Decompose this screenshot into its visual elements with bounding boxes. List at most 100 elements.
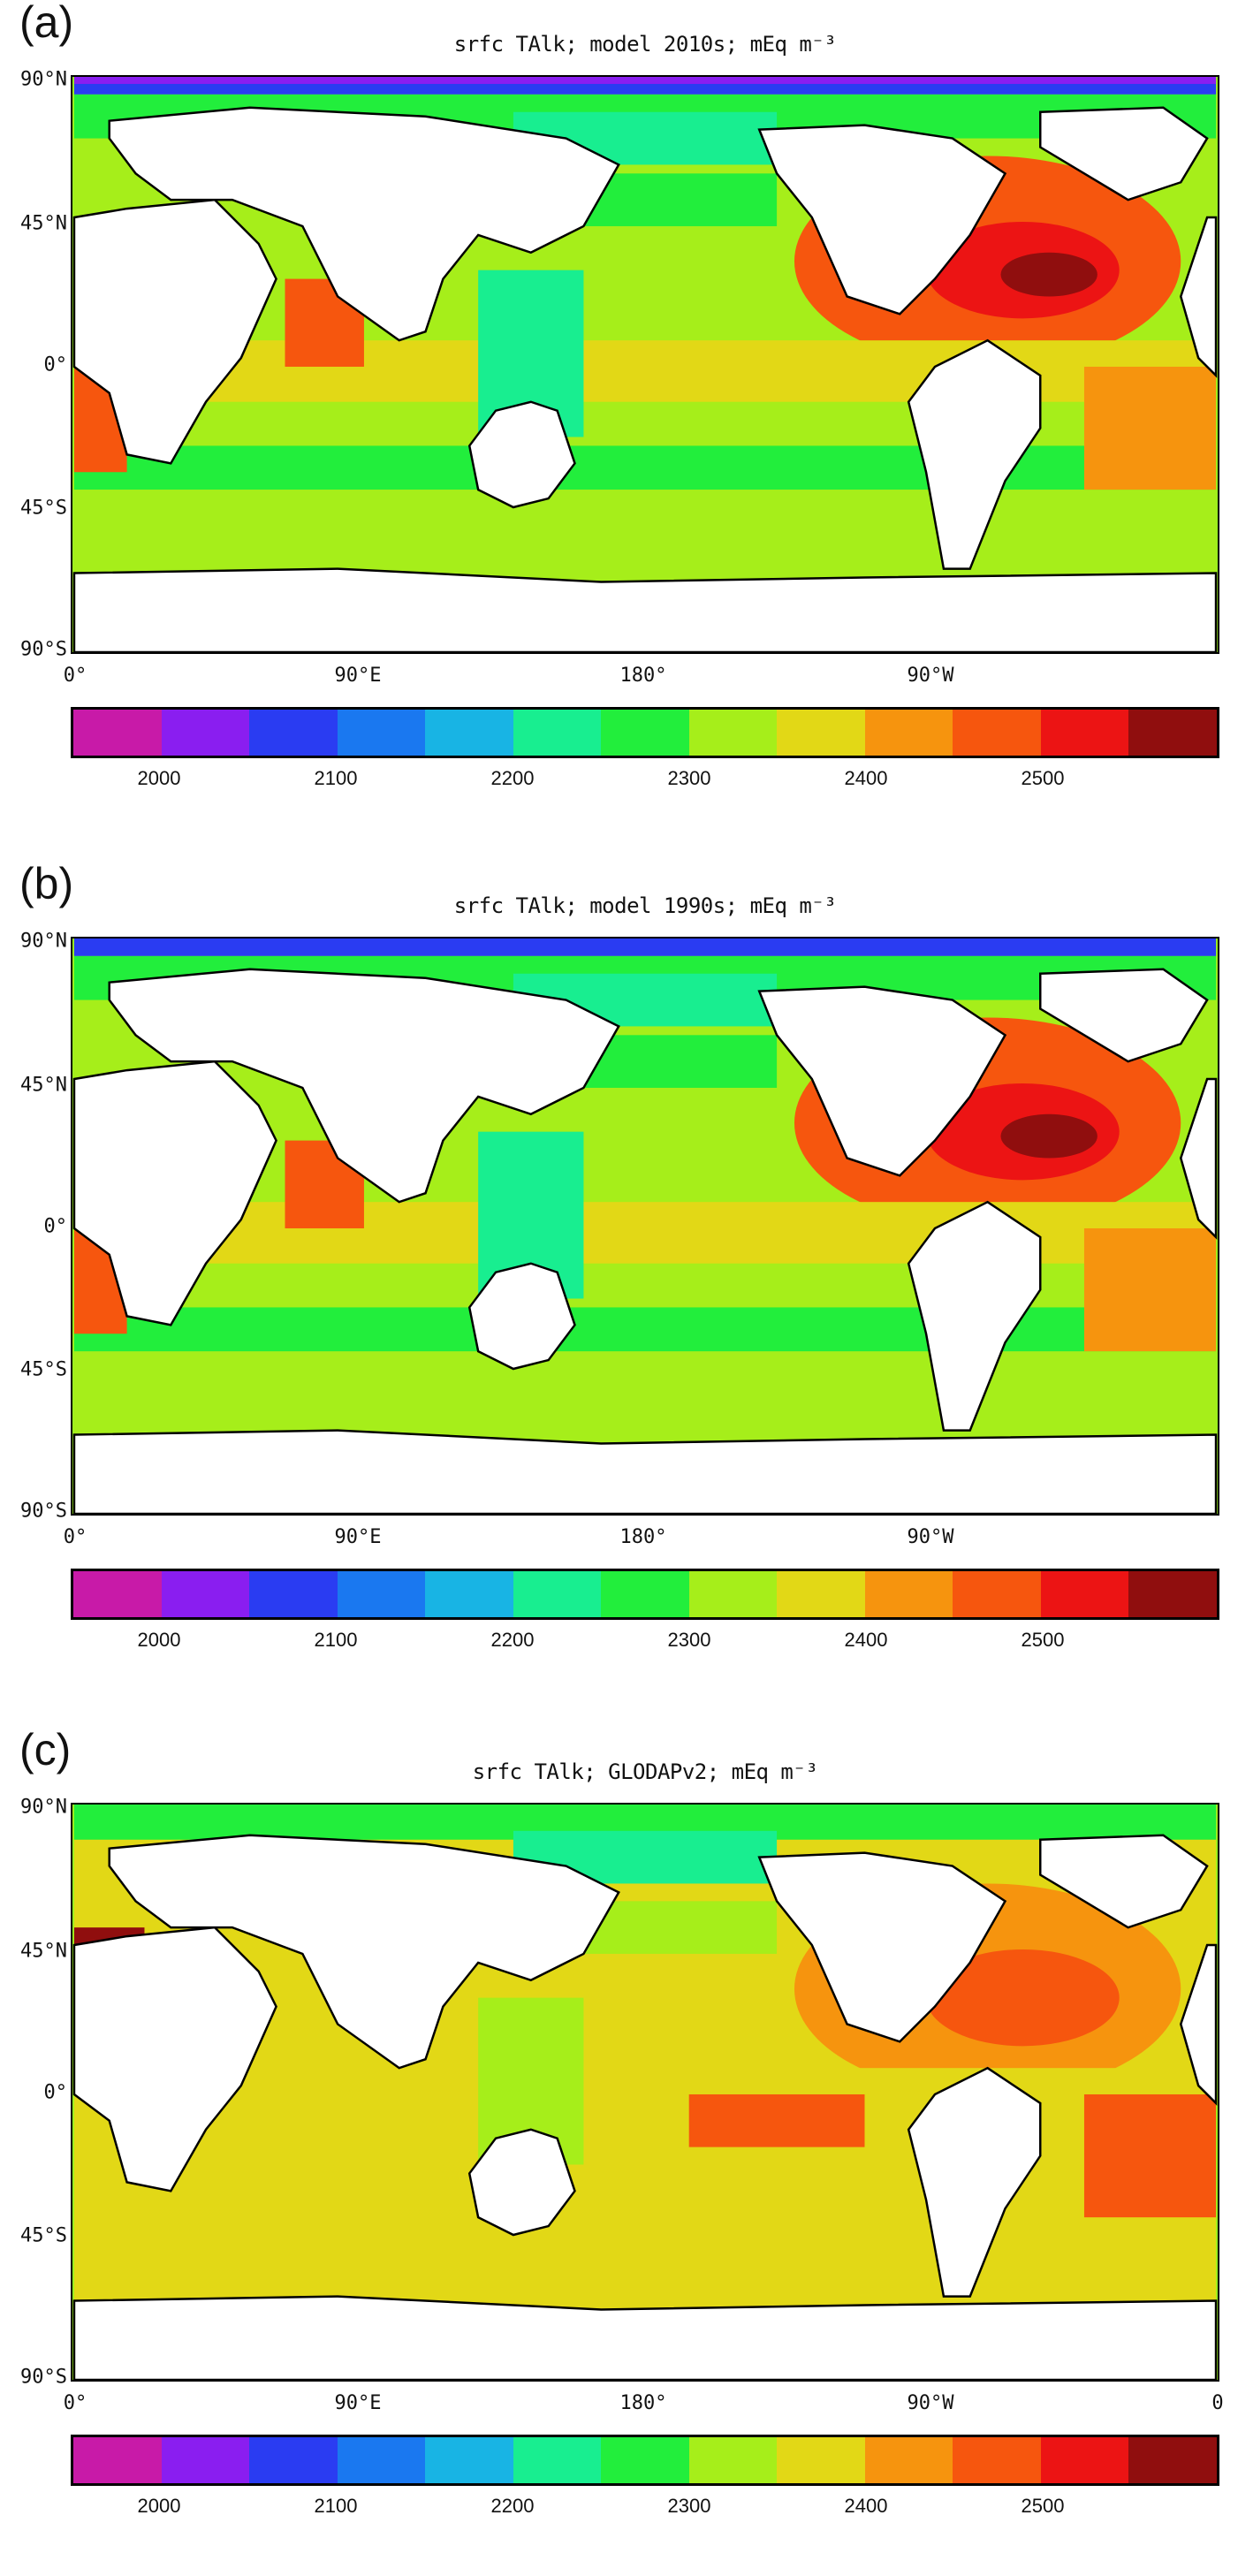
lon-tick: 180° [619, 665, 667, 687]
colorbar [71, 1569, 1219, 1620]
colorbar-tick: 2000 [137, 1629, 181, 1651]
panel-label: (b) [19, 859, 74, 908]
colorbar-tick: 2400 [844, 2495, 888, 2517]
colorbar-segment [425, 2437, 513, 2483]
lat-tick: 45°N [20, 1940, 67, 1963]
lat-tick: 0° [43, 2081, 68, 2104]
colorbar-segment [337, 2437, 426, 2483]
colorbar-segment [688, 710, 778, 756]
colorbar-segment [601, 1571, 689, 1617]
colorbar-segment [864, 710, 953, 756]
lat-tick: 90°N [20, 68, 67, 91]
colorbar-segment [953, 1571, 1041, 1617]
lat-tick: 90°N [20, 1796, 67, 1819]
lat-tick: 45°N [20, 212, 67, 235]
lon-tick: 0° [63, 665, 87, 687]
panel-b: (b) srfc TAlk; model 1990s; mEq m⁻³ [0, 862, 1238, 1710]
lat-tick: 0° [43, 1215, 68, 1238]
colorbar-segment [1040, 2437, 1129, 2483]
map-title: srfc TAlk; model 2010s; mEq m⁻³ [453, 32, 837, 57]
colorbar-segment [601, 2437, 689, 2483]
colorbar-tick: 2400 [844, 1629, 888, 1651]
colorbar-tick: 2200 [490, 2495, 535, 2517]
colorbar-segment [864, 2437, 953, 2483]
lat-tick: 45°N [20, 1074, 67, 1097]
lon-tick: 90°E [334, 2392, 382, 2414]
colorbar-segment [601, 710, 689, 756]
colorbar-tick: 2000 [137, 2495, 181, 2517]
map-svg [72, 1805, 1218, 2380]
colorbar-segment [513, 1571, 602, 1617]
panel-a: (a) srfc TAlk; model 2010s; mEq m⁻³ [0, 0, 1238, 848]
global-map [71, 937, 1219, 1516]
colorbar-tick: 2500 [1021, 2495, 1065, 2517]
colorbar-segment [161, 2437, 250, 2483]
map-svg [72, 938, 1218, 1514]
colorbar-segment [1128, 710, 1217, 756]
global-map [71, 75, 1219, 654]
lat-tick: 45°S [20, 497, 67, 520]
colorbar-tick: 2400 [844, 767, 888, 789]
colorbar [71, 707, 1219, 758]
colorbar-tick: 2100 [314, 767, 358, 789]
lon-tick: 0° [63, 2392, 87, 2414]
colorbar-segment [161, 710, 250, 756]
lon-tick: 0° [63, 1526, 87, 1548]
colorbar-tick: 2500 [1021, 767, 1065, 789]
colorbar-segment [337, 710, 426, 756]
lat-tick: 90°S [20, 638, 67, 661]
lon-tick: 90°W [907, 665, 954, 687]
colorbar-segment [864, 1571, 953, 1617]
lat-tick: 90°S [20, 1500, 67, 1523]
colorbar-segment [73, 710, 162, 756]
colorbar-segment [513, 710, 602, 756]
colorbar-segment [953, 710, 1041, 756]
lat-tick: 45°S [20, 2224, 67, 2247]
colorbar-tick: 2200 [490, 767, 535, 789]
colorbar-segment [425, 710, 513, 756]
colorbar-segment [777, 710, 865, 756]
colorbar-tick: 2300 [667, 1629, 711, 1651]
map-title: srfc TAlk; GLODAPv2; mEq m⁻³ [472, 1759, 818, 1784]
lat-tick: 0° [43, 353, 68, 376]
panel-c: (c) srfc TAlk; GLODAPv2; mEq m⁻³ [0, 1728, 1238, 2576]
lon-tick-end: 0 [1211, 2392, 1224, 2414]
lat-tick: 45°S [20, 1358, 67, 1381]
lon-tick: 180° [619, 1526, 667, 1548]
colorbar-segment [249, 2437, 338, 2483]
colorbar-segment [688, 2437, 778, 2483]
colorbar-segment [513, 2437, 602, 2483]
colorbar-segment [249, 710, 338, 756]
colorbar-tick: 2000 [137, 767, 181, 789]
colorbar-tick: 2200 [490, 1629, 535, 1651]
colorbar-segment [777, 1571, 865, 1617]
colorbar-segment [1128, 1571, 1217, 1617]
panel-label: (c) [19, 1725, 72, 1774]
colorbar-segment [1040, 1571, 1129, 1617]
global-map [71, 1803, 1219, 2382]
colorbar-tick: 2500 [1021, 1629, 1065, 1651]
colorbar-segment [1128, 2437, 1217, 2483]
colorbar-segment [249, 1571, 338, 1617]
lon-tick: 90°E [334, 1526, 382, 1548]
colorbar-tick: 2100 [314, 1629, 358, 1651]
lon-tick: 90°W [907, 1526, 954, 1548]
colorbar-segment [953, 2437, 1041, 2483]
colorbar-segment [161, 1571, 250, 1617]
colorbar-segment [337, 1571, 426, 1617]
colorbar-segment [73, 1571, 162, 1617]
colorbar-segment [73, 2437, 162, 2483]
colorbar-segment [777, 2437, 865, 2483]
colorbar-tick: 2300 [667, 767, 711, 789]
map-svg [72, 77, 1218, 652]
colorbar [71, 2435, 1219, 2486]
colorbar-segment [1040, 710, 1129, 756]
colorbar-tick: 2100 [314, 2495, 358, 2517]
lat-tick: 90°N [20, 930, 67, 953]
colorbar-tick: 2300 [667, 2495, 711, 2517]
panel-label: (a) [19, 0, 74, 47]
colorbar-segment [688, 1571, 778, 1617]
lon-tick: 90°E [334, 665, 382, 687]
colorbar-segment [425, 1571, 513, 1617]
map-title: srfc TAlk; model 1990s; mEq m⁻³ [453, 893, 837, 918]
